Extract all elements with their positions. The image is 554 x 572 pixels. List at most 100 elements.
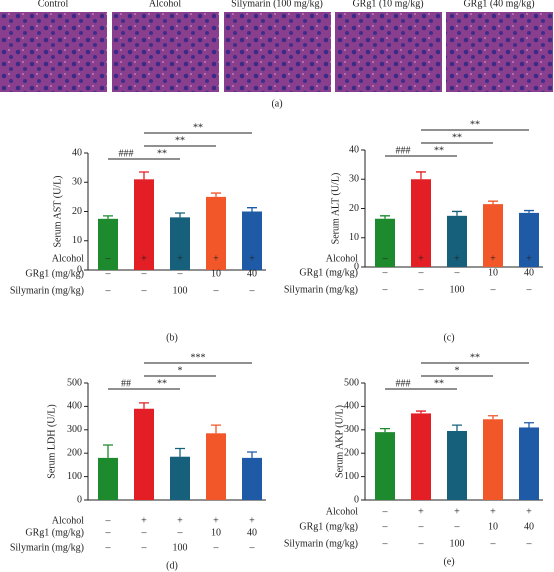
y-tick-label: 100 bbox=[67, 471, 82, 482]
treatment-value: 10 bbox=[211, 527, 221, 538]
error-bar bbox=[103, 444, 113, 458]
significance-label: ** bbox=[175, 135, 185, 146]
treatment-value: 10 bbox=[211, 268, 221, 279]
y-tick-label: 10 bbox=[72, 235, 82, 246]
error-bar bbox=[247, 207, 257, 212]
error-bar bbox=[416, 171, 426, 180]
error-bar bbox=[211, 424, 221, 434]
treatment-value: – bbox=[382, 521, 389, 532]
significance-label: ** bbox=[193, 122, 203, 133]
bar bbox=[98, 457, 118, 500]
y-tick-label: 40 bbox=[72, 147, 82, 158]
treatment-label: Alcohol bbox=[326, 506, 358, 517]
bar bbox=[98, 218, 118, 270]
panel-caption: (a) bbox=[271, 98, 282, 109]
error-bar bbox=[416, 410, 426, 414]
treatment-label: Alcohol bbox=[326, 253, 358, 264]
treatment-value: – bbox=[249, 542, 256, 553]
treatment-label: GRg1 (mg/kg) bbox=[299, 267, 358, 278]
error-bar bbox=[175, 212, 185, 218]
treatment-value: – bbox=[177, 527, 184, 538]
y-axis-label: Serum AKP (U/L) bbox=[334, 405, 345, 478]
significance-label: ### bbox=[396, 145, 411, 156]
treatment-value: – bbox=[141, 285, 148, 296]
error-bar bbox=[247, 451, 257, 458]
treatment-value: – bbox=[382, 267, 389, 278]
bar bbox=[134, 179, 154, 270]
treatment-label: Alcohol bbox=[52, 515, 84, 526]
significance-label: ** bbox=[157, 148, 167, 159]
y-tick-label: 0 bbox=[77, 264, 82, 275]
treatment-value: – bbox=[213, 542, 220, 553]
significance-label: ## bbox=[121, 378, 131, 389]
treatment-label: Silymarin (mg/kg) bbox=[10, 285, 84, 296]
y-tick-label: 400 bbox=[67, 401, 82, 412]
treatment-value: – bbox=[213, 285, 220, 296]
treatment-value: – bbox=[382, 506, 389, 517]
treatment-value: + bbox=[141, 515, 147, 526]
treatment-label: Silymarin (mg/kg) bbox=[10, 542, 84, 553]
y-tick-label: 0 bbox=[354, 494, 359, 505]
treatment-value: + bbox=[249, 515, 255, 526]
bar bbox=[206, 196, 226, 270]
treatment-value: 40 bbox=[247, 527, 257, 538]
bar bbox=[134, 408, 154, 500]
bar bbox=[447, 430, 467, 500]
y-tick-label: 0 bbox=[77, 494, 82, 505]
treatment-value: + bbox=[418, 253, 424, 264]
treatment-label: Silymarin (mg/kg) bbox=[284, 538, 358, 549]
treatment-label: GRg1 (mg/kg) bbox=[299, 521, 358, 532]
error-bar bbox=[380, 427, 390, 433]
error-bar bbox=[103, 215, 113, 219]
y-tick-label: 100 bbox=[344, 471, 359, 482]
treatment-value: + bbox=[418, 506, 424, 517]
y-axis-label: Serum AST (U/L) bbox=[52, 175, 63, 247]
treatment-value: 40 bbox=[524, 267, 534, 278]
y-axis-label: Serum ALT (U/L) bbox=[330, 173, 341, 245]
bar bbox=[242, 211, 262, 270]
treatment-value: + bbox=[490, 506, 496, 517]
y-tick-label: 500 bbox=[344, 377, 359, 388]
treatment-value: – bbox=[526, 538, 533, 549]
treatment-value: – bbox=[418, 284, 425, 295]
y-tick-label: 30 bbox=[72, 177, 82, 188]
treatment-value: 100 bbox=[173, 285, 188, 296]
treatment-value: – bbox=[382, 253, 389, 264]
treatment-value: – bbox=[177, 268, 184, 279]
y-tick-label: 30 bbox=[349, 174, 359, 185]
treatment-value: – bbox=[418, 538, 425, 549]
bar bbox=[483, 419, 503, 500]
significance-label: ** bbox=[470, 119, 480, 130]
significance-label: ** bbox=[452, 132, 462, 143]
y-tick-label: 200 bbox=[67, 447, 82, 458]
panel-caption: (d) bbox=[166, 560, 178, 571]
bar bbox=[206, 433, 226, 500]
treatment-value: – bbox=[105, 527, 112, 538]
y-tick-label: 200 bbox=[344, 447, 359, 458]
bar bbox=[483, 204, 503, 267]
treatment-value: – bbox=[141, 527, 148, 538]
treatment-value: 100 bbox=[450, 538, 465, 549]
panel-caption: (e) bbox=[443, 556, 454, 567]
error-bar bbox=[452, 424, 462, 431]
treatment-value: – bbox=[249, 285, 256, 296]
micrograph bbox=[224, 12, 331, 92]
bar bbox=[170, 217, 190, 270]
error-bar bbox=[488, 415, 498, 420]
treatment-value: – bbox=[454, 267, 461, 278]
y-tick-label: 500 bbox=[67, 377, 82, 388]
error-bar bbox=[139, 171, 149, 180]
treatment-value: – bbox=[141, 542, 148, 553]
micrograph bbox=[112, 12, 219, 92]
treatment-value: – bbox=[105, 542, 112, 553]
significance-label: *** bbox=[191, 352, 206, 363]
treatment-value: + bbox=[141, 253, 147, 264]
treatment-label: GRg1 (mg/kg) bbox=[25, 527, 84, 538]
significance-label: * bbox=[178, 365, 183, 376]
treatment-value: – bbox=[454, 521, 461, 532]
micrograph-label: Alcohol bbox=[149, 0, 181, 9]
error-bar bbox=[380, 215, 390, 219]
treatment-value: + bbox=[454, 506, 460, 517]
bar bbox=[170, 456, 190, 500]
micrograph bbox=[446, 12, 553, 92]
